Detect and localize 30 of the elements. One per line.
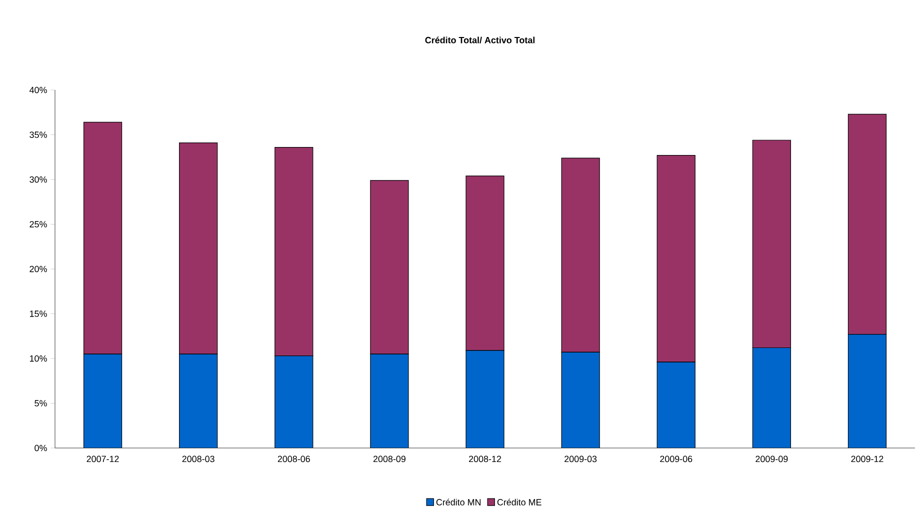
- y-tick-label: 40%: [29, 86, 47, 94]
- y-tick-label: 15%: [30, 310, 47, 317]
- x-tick-label: 2009-09: [756, 456, 788, 462]
- y-tick-label: 5%: [34, 400, 47, 406]
- x-tick-label: 2009-12: [851, 456, 884, 462]
- x-tick-label: 2007-12: [86, 456, 119, 462]
- x-tick-label: 2008-12: [469, 456, 501, 462]
- bar: [466, 350, 504, 448]
- bar: [84, 354, 122, 448]
- x-tick-label: 2008-03: [182, 456, 214, 462]
- x-tick-label: 2009-03: [564, 456, 597, 462]
- y-tick-label: 35%: [30, 132, 47, 138]
- y-tick-label: 10%: [30, 355, 47, 362]
- bar: [179, 354, 218, 448]
- y-tick-label: 30%: [30, 176, 47, 183]
- bar: [562, 352, 600, 448]
- y-tick-label: 0%: [34, 444, 47, 452]
- bar: [657, 362, 696, 448]
- x-tick-label: 2008-09: [373, 456, 406, 462]
- bar: [848, 334, 887, 448]
- x-tick-label: 2008-06: [278, 456, 310, 462]
- y-tick-label: 25%: [30, 221, 47, 228]
- bar: [752, 348, 791, 448]
- chart-title: Crédito Total/ Activo Total: [425, 36, 535, 44]
- legend-label: Crédito MN: [436, 498, 481, 506]
- legend-label: Crédito ME: [497, 498, 542, 506]
- x-tick-label: 2009-06: [660, 456, 692, 462]
- bar: [370, 354, 408, 448]
- y-tick-label: 20%: [30, 266, 47, 272]
- bar: [274, 356, 313, 448]
